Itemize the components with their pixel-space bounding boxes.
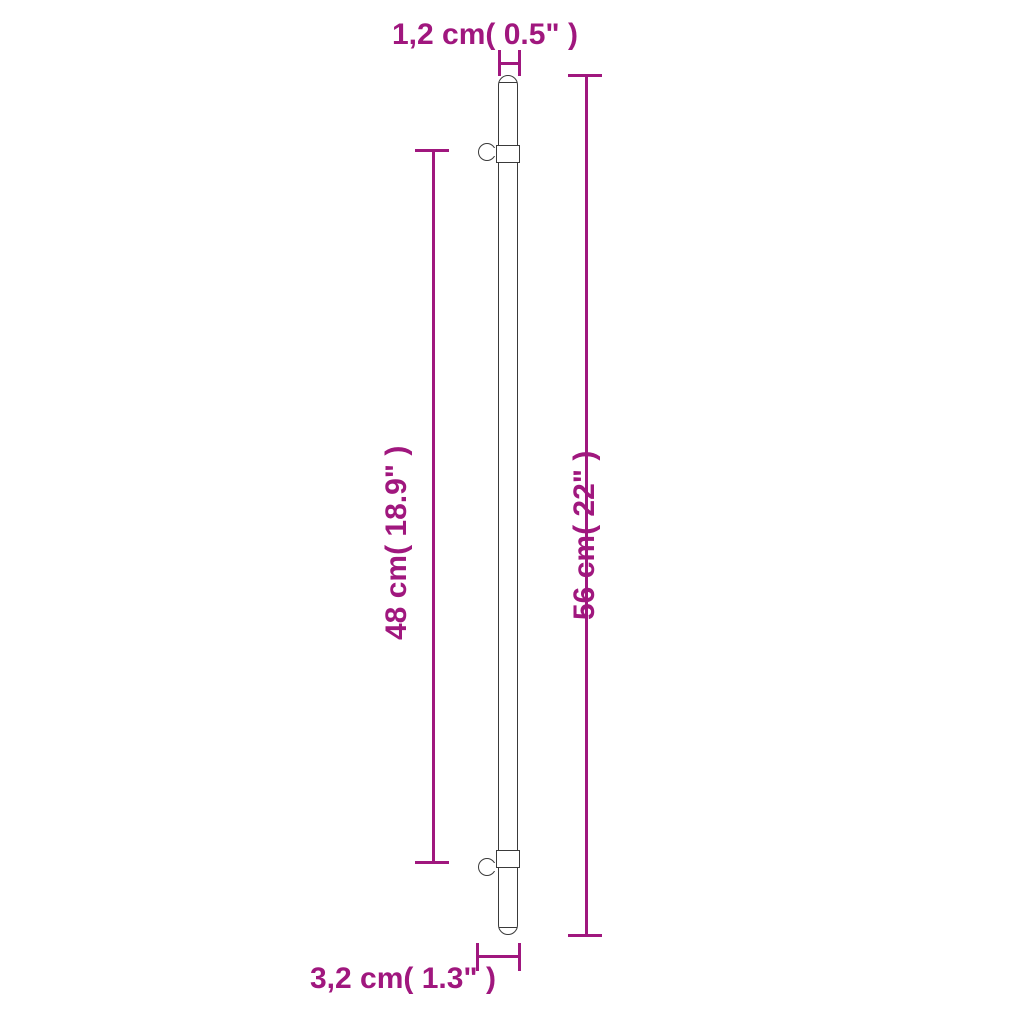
dim-cap bbox=[415, 149, 449, 152]
dim-line-depth bbox=[476, 955, 521, 958]
dim-cap bbox=[415, 861, 449, 864]
dim-cap bbox=[568, 934, 602, 937]
dim-line-holes bbox=[432, 150, 435, 862]
label-depth: 3,2 cm( 1.3" ) bbox=[310, 962, 496, 996]
label-overall-length: 56 cm( 22" ) bbox=[568, 451, 602, 620]
label-diameter: 1,2 cm( 0.5" ) bbox=[392, 18, 578, 52]
dim-line-diameter bbox=[498, 62, 521, 65]
handle-rod bbox=[498, 75, 518, 935]
dim-cap bbox=[568, 74, 602, 77]
label-hole-spacing: 48 cm( 18.9" ) bbox=[380, 446, 414, 640]
